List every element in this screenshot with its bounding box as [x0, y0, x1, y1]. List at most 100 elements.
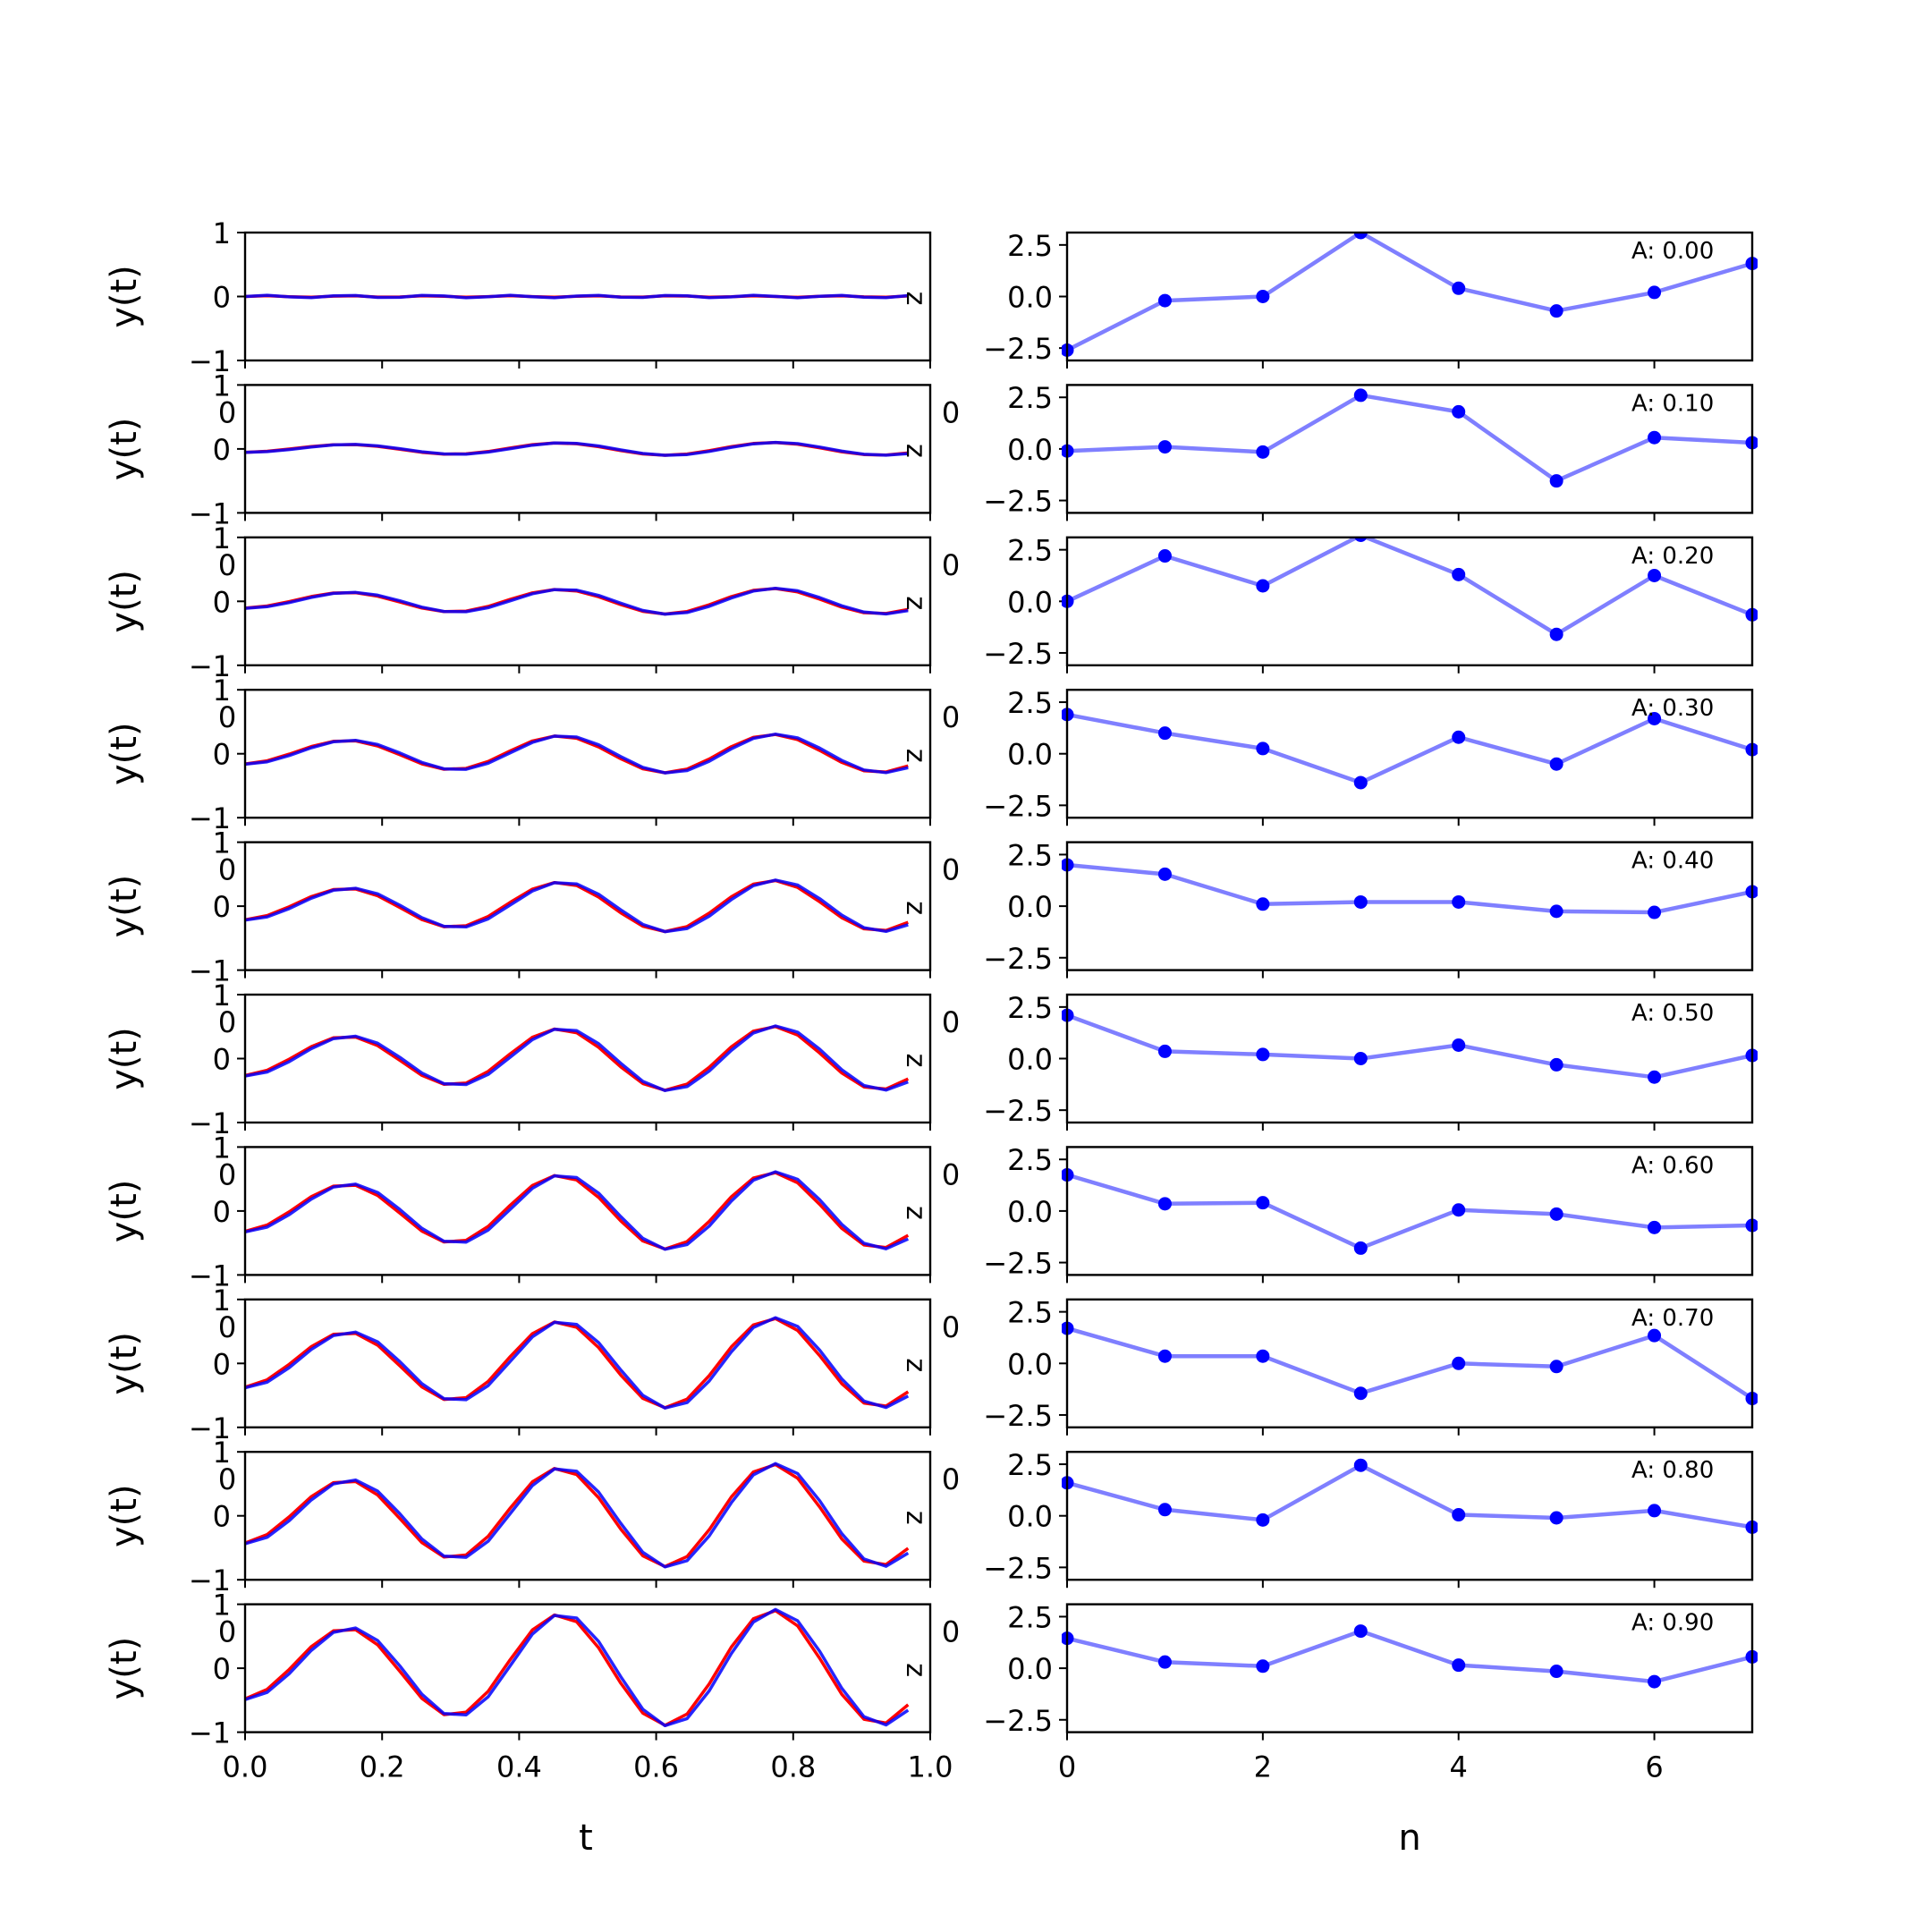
data-point-marker: [1256, 1513, 1270, 1527]
right-x-axis-label: n: [1398, 1818, 1420, 1859]
overlap-tick-label: 0: [942, 1462, 960, 1496]
left-ytick-label: 0: [213, 585, 231, 619]
left-panel-0: −1 0 1 y(t) z: [104, 216, 932, 378]
amplitude-label: A: 0.40: [1631, 848, 1714, 875]
left-ytick-label: −1: [189, 649, 231, 683]
right-axes-frame: [1065, 1298, 1754, 1429]
right-xtick-label: 4: [1450, 1750, 1468, 1784]
right-axes-frame: [1065, 1450, 1754, 1581]
overlap-tick-label: 0: [942, 1157, 960, 1191]
series-blue-line: [244, 1170, 910, 1251]
amplitude-label: A: 0.90: [1631, 1610, 1714, 1637]
data-point-marker: [1157, 1503, 1172, 1517]
left-ytick-label: 1: [213, 979, 231, 1013]
left-axes-frame: [243, 1298, 932, 1429]
right-ytick-label: −2.5: [983, 1551, 1053, 1585]
inset-label: z: [900, 1054, 931, 1068]
right-ytick-label: 0.0: [1007, 1043, 1053, 1077]
left-xtick-label: 0.8: [770, 1750, 816, 1784]
data-point-marker: [1549, 1665, 1563, 1679]
inset-label: z: [900, 292, 931, 306]
left-y-axis-label: y(t): [104, 1180, 145, 1243]
right-panel-0: −2.5 0.0 2.5 A: 0.00: [983, 229, 1758, 369]
series-blue-line: [244, 293, 909, 300]
right-ytick-label: 0.0: [1007, 281, 1053, 315]
data-point-marker: [1353, 388, 1368, 402]
left-x-axis-label: t: [579, 1818, 593, 1859]
right-panel-7: −2.5 0.0 2.5 A: 0.70: [983, 1296, 1758, 1436]
left-ytick-label: 0: [213, 1043, 231, 1077]
panel-row-0: −1 0 1 y(t) z −2.5 0.0 2.5 A: 0.00: [104, 216, 1758, 378]
overlap-tick-label: 0: [942, 395, 960, 429]
left-ytick-label: 0: [213, 433, 231, 467]
left-y-axis-label: y(t): [104, 1637, 145, 1700]
right-series-line: [1066, 393, 1753, 483]
data-point-marker: [1648, 711, 1662, 725]
right-panel-6: −2.5 0.0 2.5 A: 0.60: [983, 1143, 1758, 1284]
series-blue-line: [244, 1316, 910, 1410]
series-blue-line: [244, 1607, 910, 1728]
right-ytick-label: 2.5: [1007, 1448, 1053, 1482]
right-ytick-label: −2.5: [983, 332, 1053, 366]
right-ytick-label: 0.0: [1007, 433, 1053, 467]
left-ytick-label: 0: [213, 738, 231, 772]
right-series-line: [1066, 1326, 1754, 1401]
left-ytick-label: 0: [213, 890, 231, 924]
data-point-marker: [1452, 1203, 1466, 1217]
right-ytick-label: −2.5: [983, 1399, 1053, 1433]
right-panel-1: −2.5 0.0 2.5 A: 0.10: [983, 381, 1758, 521]
data-point-marker: [1549, 1360, 1563, 1374]
left-axes-frame: [243, 1450, 932, 1581]
right-panel-8: −2.5 0.0 2.5 A: 0.80: [983, 1448, 1758, 1589]
overlap-tick-label: 0: [942, 548, 960, 582]
amplitude-label: A: 0.30: [1631, 695, 1714, 722]
data-point-marker: [1353, 775, 1368, 790]
series-blue-line: [244, 440, 909, 457]
data-point-marker: [1452, 1658, 1466, 1673]
right-ytick-label: 0.0: [1007, 1652, 1053, 1686]
inset-label: z: [900, 1358, 931, 1372]
data-point-marker: [1648, 1220, 1662, 1234]
left-ytick-label: −1: [189, 954, 231, 988]
overlap-tick-label: 0: [942, 1005, 960, 1039]
inset-label: z: [900, 749, 931, 763]
data-point-marker: [1353, 1458, 1368, 1472]
data-point-marker: [1256, 741, 1270, 756]
data-point-marker: [1549, 757, 1563, 771]
data-point-marker: [1256, 1047, 1270, 1062]
left-axes-frame: [243, 1146, 932, 1276]
left-ytick-label: 1: [213, 521, 231, 555]
right-series-line: [1066, 1173, 1753, 1250]
left-y-axis-label: y(t): [104, 265, 145, 328]
right-axes-frame: [1065, 1146, 1754, 1276]
amplitude-label: A: 0.10: [1631, 390, 1714, 417]
right-series-group: [1062, 1168, 1758, 1255]
overlap-tick-label: 0: [218, 1310, 236, 1344]
overlap-tick-label: 0: [218, 1615, 236, 1649]
right-ytick-label: 0.0: [1007, 1347, 1053, 1381]
inset-label: z: [900, 1206, 931, 1220]
left-y-axis-label: y(t): [104, 570, 145, 633]
right-ytick-label: 2.5: [1007, 534, 1053, 568]
right-axes-frame: [1065, 993, 1754, 1124]
data-point-marker: [1549, 1207, 1563, 1221]
data-point-marker: [1452, 1508, 1466, 1522]
data-point-marker: [1648, 905, 1662, 919]
right-ytick-label: −2.5: [983, 789, 1053, 823]
right-xtick-label: 0: [1058, 1750, 1076, 1784]
amplitude-label: A: 0.80: [1631, 1457, 1714, 1484]
right-ytick-label: 2.5: [1007, 1600, 1053, 1634]
data-point-marker: [1452, 281, 1466, 295]
data-point-marker: [1648, 1070, 1662, 1084]
right-series-group: [1062, 233, 1758, 357]
data-point-marker: [1549, 304, 1563, 318]
left-axes-frame: [243, 1603, 932, 1733]
left-y-axis-label: y(t): [104, 722, 145, 785]
